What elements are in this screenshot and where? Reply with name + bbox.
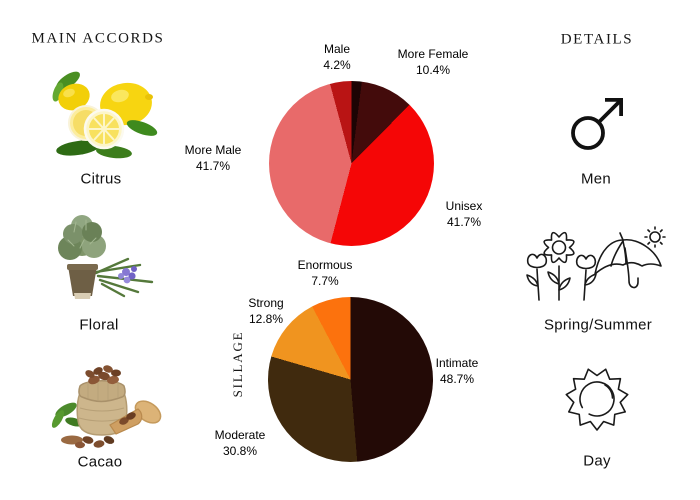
male-symbol-icon	[571, 98, 623, 150]
accord-label-cacao: Cacao	[77, 453, 123, 471]
pie-label-male: Male 4.2%	[323, 42, 350, 73]
pie-label-more-male: More Male 41.7%	[185, 143, 242, 174]
pie-label-male-name: Male	[323, 42, 351, 56]
gender-pie-chart	[269, 81, 434, 246]
details-title: DETAILS	[560, 31, 634, 48]
pie-label-unisex-name: Unisex	[445, 199, 483, 213]
pie-label-enormous-name: Enormous	[297, 258, 353, 272]
details-label-spring-summer: Spring/Summer	[543, 316, 653, 334]
accord-label-citrus: Citrus	[80, 170, 122, 188]
pie-label-moderate-percent: 30.8%	[222, 443, 258, 458]
flower-petals	[543, 231, 575, 264]
pie-label-moderate-name: Moderate	[214, 428, 266, 442]
sun-icon	[565, 368, 629, 431]
pie-label-strong-name: Strong	[248, 296, 284, 310]
pie-label-more-female: More Female 10.4%	[398, 47, 469, 78]
pie-label-unisex: Unisex 41.7%	[446, 199, 483, 230]
pie-label-strong: Strong 12.8%	[248, 296, 283, 327]
pie-label-more-female-name: More Female	[397, 47, 469, 61]
sillage-axis-label: SILLAGE	[230, 330, 245, 398]
main-accords-title: MAIN ACCORDS	[31, 30, 165, 47]
pie-label-intimate-name: Intimate	[435, 356, 479, 370]
sillage-pie-chart	[268, 297, 433, 462]
pie-label-more-male-percent: 41.7%	[195, 158, 231, 173]
cacao-photo	[51, 365, 162, 449]
beach-umbrella-sun-icon	[594, 226, 666, 289]
pie-label-enormous-percent: 7.7%	[311, 273, 339, 288]
pie-label-moderate: Moderate 30.8%	[215, 428, 266, 459]
pie-label-more-female-percent: 10.4%	[415, 62, 451, 77]
pie-label-strong-percent: 12.8%	[248, 311, 284, 326]
pie-label-unisex-percent: 41.7%	[446, 214, 482, 229]
pie-label-male-percent: 4.2%	[323, 57, 351, 72]
pie-label-intimate: Intimate 48.7%	[436, 356, 479, 387]
pie-label-enormous: Enormous 7.7%	[298, 258, 353, 289]
floral-photo	[58, 215, 154, 299]
day-sun-rays	[565, 368, 629, 431]
pie-label-intimate-percent: 48.7%	[439, 371, 475, 386]
citrus-photo	[52, 71, 158, 159]
details-label-day: Day	[583, 452, 611, 470]
accord-label-floral: Floral	[79, 316, 119, 334]
pie-label-more-male-name: More Male	[184, 143, 242, 157]
details-label-men: Men	[580, 170, 612, 188]
flowers-icon	[526, 231, 597, 301]
